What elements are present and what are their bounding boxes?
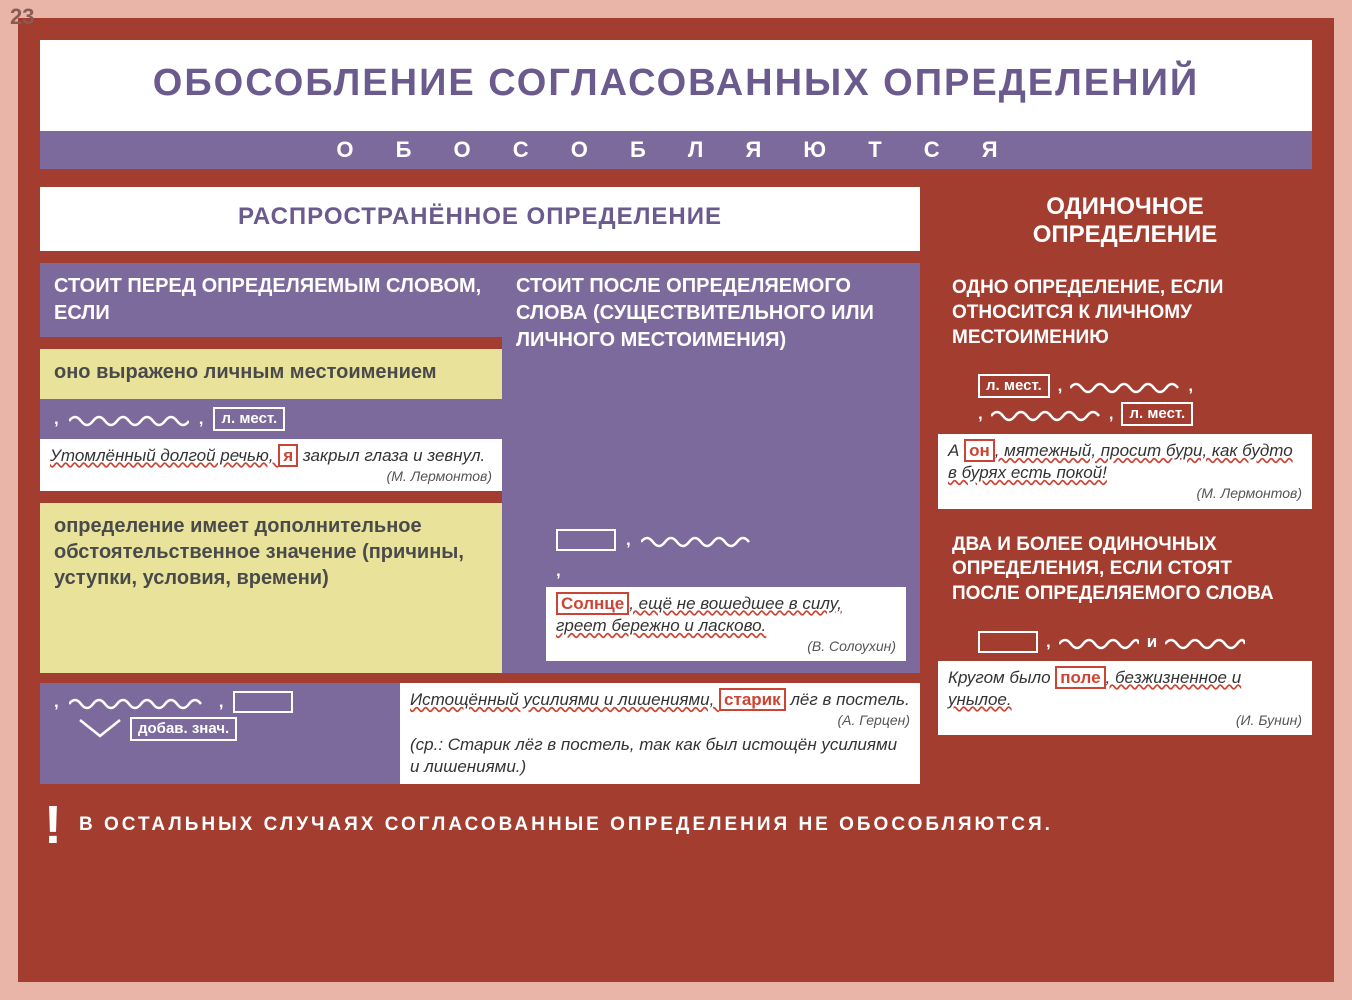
wavy-icon [69,694,209,710]
multi-schema: , и [938,623,1312,661]
example-source: (М. Лермонтов) [948,484,1302,502]
schema-line2: , , л. мест. [978,402,1193,426]
after-block: СТОИТ ПОСЛЕ ОПРЕДЕЛЯЕМОГО СЛОВА (СУЩЕСТВ… [502,263,920,673]
wavy-icon [1059,634,1139,650]
main-panel: ОБОСОБЛЕНИЕ СОГЛАСОВАННЫХ ОПРЕДЕЛЕНИЙ О … [18,18,1334,982]
after-schema: , , [546,523,766,587]
left-subtitle: РАСПРОСТРАНЁННОЕ ОПРЕДЕЛЕНИЕ [40,187,920,251]
wavy-icon [69,411,189,427]
example-pre: Кругом было [948,668,1055,687]
example-source: (А. Герцен) [410,711,910,729]
before-block: СТОИТ ПЕРЕД ОПРЕДЕЛЯЕМЫМ СЛОВОМ, ЕСЛИ он… [40,263,502,673]
case1-example: Утомлённый долгой речью, я закрыл глаза … [40,439,502,491]
after-example: Солнце, ещё не вошедшее в силу, греет бе… [546,587,906,661]
example-pre: А [948,441,964,460]
page-root: 23 ОБОСОБЛЕНИЕ СОГЛАСОВАННЫХ ОПРЕДЕЛЕНИЙ… [0,0,1352,1000]
example-highlight: старик [719,688,786,711]
multi-example: Кругом было поле, безжизненное и унылое.… [938,661,1312,735]
schema-line1: , , [54,691,293,713]
right-column: ОДИНОЧНОЕ ОПРЕДЕЛЕНИЕ ОДНО ОПРЕДЕЛЕНИЕ, … [938,187,1312,784]
schema-line2: добав. знач. [78,717,237,741]
subtitle-line2: ОПРЕДЕЛЕНИЕ [1033,221,1217,248]
rect-icon [556,529,616,551]
example-highlight: я [278,444,298,467]
title: ОБОСОБЛЕНИЕ СОГЛАСОВАННЫХ ОПРЕДЕЛЕНИЙ [40,40,1312,131]
before-header: СТОИТ ПЕРЕД ОПРЕДЕЛЯЕМЫМ СЛОВОМ, ЕСЛИ [40,263,502,337]
case2-row: , , добав. знач. Истощённый усилиями и л… [40,683,920,783]
section-band: О Б О С О Б Л Я Ю Т С Я [40,131,1312,169]
single-example: А он, мятежный, просит бури, как будто в… [938,434,1312,508]
comma-icon: , [219,692,224,712]
rect-icon [233,691,293,713]
example-source: (И. Бунин) [948,711,1302,729]
left-two-cols: СТОИТ ПЕРЕД ОПРЕДЕЛЯЕМЫМ СЛОВОМ, ЕСЛИ он… [40,263,920,673]
right-subtitle: ОДИНОЧНОЕ ОПРЕДЕЛЕНИЕ [938,187,1312,254]
page-number: 23 [10,4,34,30]
single-schema: л. мест. , , , , л. мест. [938,366,1312,434]
tag-label: л. мест. [1121,402,1193,426]
comma-icon: , [1046,632,1051,652]
footer-note: ! В ОСТАЛЬНЫХ СЛУЧАЯХ СОГЛАСОВАННЫЕ ОПРЕ… [40,798,1312,853]
example-text: лёг в постель. [786,690,910,709]
comma-icon: , [54,692,59,712]
conj-text: и [1147,632,1157,652]
comma-icon: , [1188,376,1193,396]
case2-schema: , , добав. знач. [40,683,400,783]
tag-label: добав. знач. [130,717,237,741]
comma-icon: , [978,404,983,424]
left-column: РАСПРОСТРАНЁННОЕ ОПРЕДЕЛЕНИЕ СТОИТ ПЕРЕД… [40,187,920,784]
case1-label: оно выражено личным местоимением [40,349,502,399]
tag-label: л. мест. [978,374,1050,398]
wavy-icon [1070,378,1180,394]
wavy-icon [1165,634,1245,650]
example-highlight: поле [1055,666,1105,689]
comma-icon: , [1058,376,1063,396]
comma-icon: , [556,561,561,581]
compare-text: (ср.: Старик лёг в постель, так как был … [410,734,910,778]
schema-line1: л. мест. , , [978,374,1193,398]
chevron-down-icon [78,718,122,740]
case2-label: определение имеет дополнительное обстоят… [40,503,502,673]
footer-text: В ОСТАЛЬНЫХ СЛУЧАЯХ СОГЛАСОВАННЫЕ ОПРЕДЕ… [79,814,1053,836]
comma-icon: , [199,409,204,429]
example-highlight: он [964,439,995,462]
comma-icon: , [54,409,59,429]
rect-icon [978,631,1038,653]
case2-example: Истощённый усилиями и лишениями, старик … [400,683,920,783]
comma-icon: , [626,530,631,550]
case1-schema: , , л. мест. [40,399,502,439]
example-highlight: Солнце [556,592,629,615]
example-text: Утомлённый долгой речью, [50,446,278,465]
wavy-icon [991,406,1101,422]
example-source: (М. Лермонтов) [50,467,492,485]
example-source: (В. Солоухин) [556,637,896,655]
after-header: СТОИТ ПОСЛЕ ОПРЕДЕЛЯЕМОГО СЛОВА (СУЩЕСТВ… [502,263,920,473]
example-text: , мятежный, просит бури, как будто в бур… [948,441,1293,482]
subtitle-line1: ОДИНОЧНОЕ [1046,193,1204,220]
example-text: Истощённый усилиями и лишениями, [410,690,719,709]
multi-header: ДВА И БОЛЕЕ ОДИНОЧНЫХ ОПРЕДЕЛЕНИЯ, ЕСЛИ … [938,523,1312,623]
tag-label: л. мест. [213,407,285,431]
columns: РАСПРОСТРАНЁННОЕ ОПРЕДЕЛЕНИЕ СТОИТ ПЕРЕД… [40,187,1312,784]
exclaim-icon: ! [44,804,65,847]
after-example-wrap: , , Солнце, ещё не вошедшее в силу, грее… [502,473,920,671]
example-tail: закрыл глаза и зевнул. [298,446,485,465]
single-header: ОДНО ОПРЕДЕЛЕНИЕ, ЕСЛИ ОТНОСИТСЯ К ЛИЧНО… [938,266,1312,366]
comma-icon: , [1109,404,1114,424]
wavy-icon [641,532,751,548]
